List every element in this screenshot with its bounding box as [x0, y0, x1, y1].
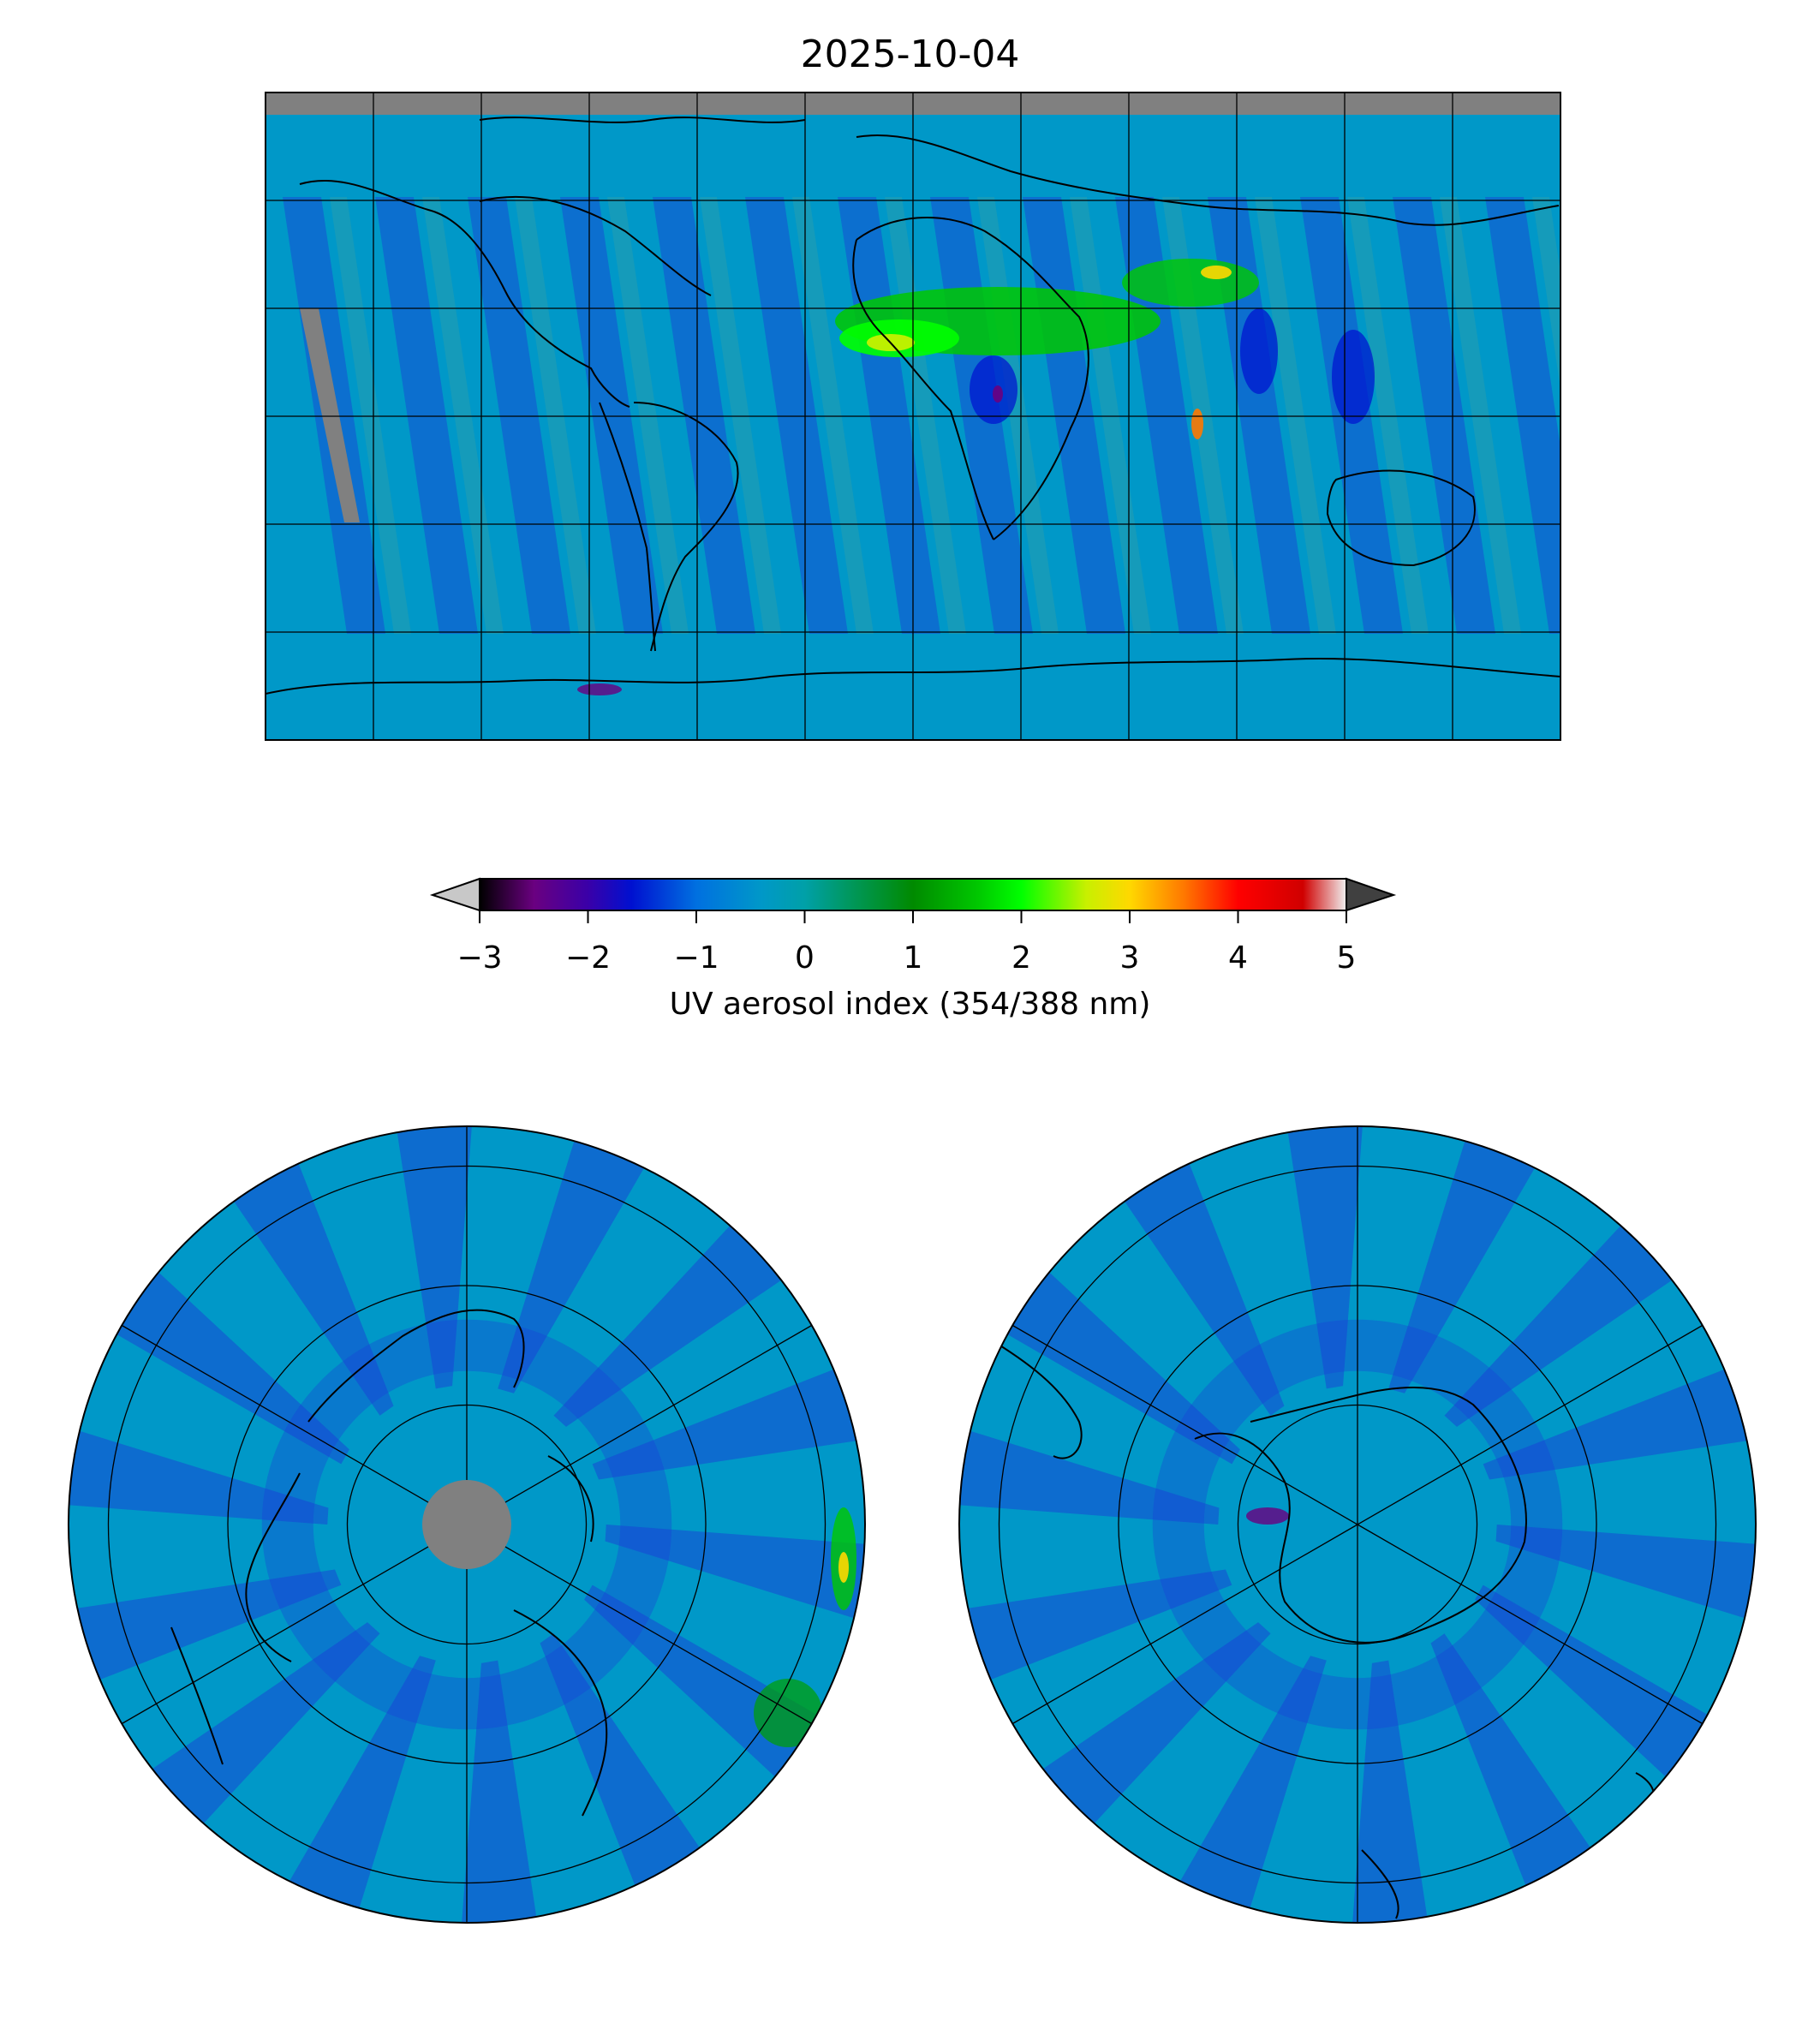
colorbar-tick-label: 0 — [795, 940, 815, 976]
africa-coast — [856, 217, 1089, 540]
colorbar-tick-label: 4 — [1228, 940, 1248, 976]
colorbar-over-arrow — [1346, 877, 1397, 912]
np-scandinavia-coast — [547, 1455, 594, 1543]
orbit-swath — [1578, 197, 1680, 634]
colorbar-ticks — [479, 910, 1347, 923]
colorbar-under-arrow — [429, 877, 480, 912]
australia-coast — [1326, 469, 1476, 567]
polar-orbit-swath — [460, 1660, 540, 1923]
figure-title: 2025-10-04 — [800, 33, 1020, 76]
polar-orbit-swath — [553, 1210, 798, 1427]
south-polar-map — [959, 1126, 1756, 1923]
south-america-west-coast — [599, 402, 656, 652]
global-map-coastlines — [266, 116, 1560, 695]
south-polar-frame — [958, 1125, 1757, 1924]
sp-antarctica-coast — [1194, 1387, 1527, 1644]
polar-orbit-swath — [1475, 1584, 1725, 1791]
north-polar-nodata-cap — [422, 1480, 511, 1569]
polar-orbit-swath — [1285, 1126, 1364, 1389]
polar-orbit-swath — [1430, 1633, 1602, 1905]
north-america-coast — [299, 180, 630, 408]
polar-orbit-swath — [1388, 1126, 1545, 1393]
south-polar-coastlines — [984, 1335, 1655, 1919]
colorbar-gradient — [480, 879, 1346, 910]
polar-orbit-swath — [1026, 1622, 1271, 1839]
colorbar-tick-label: 3 — [1119, 940, 1140, 976]
polar-meridian-gridline — [1011, 1324, 1358, 1525]
polar-orbit-swath — [135, 1622, 380, 1839]
polar-orbit-swath — [69, 1569, 342, 1687]
polar-orbit-swath — [959, 1424, 1220, 1525]
colorbar-tick-label: −3 — [456, 940, 503, 976]
antarctic-negative-spot — [577, 683, 622, 695]
africa-west-coast — [852, 239, 994, 540]
africa-negative-core — [993, 385, 1003, 403]
polar-orbit-swath — [540, 1633, 711, 1905]
north-polar-green-area — [754, 1679, 822, 1747]
polar-orbit-swath — [99, 1258, 349, 1465]
colorbar-tick-label: −2 — [564, 940, 612, 976]
global-map-frame — [265, 92, 1561, 741]
colorbar-tick-label: −1 — [673, 940, 719, 976]
asian-dust-peak — [1201, 266, 1232, 279]
smoke-hotspot — [1191, 409, 1203, 439]
orbit-swath-edge — [1532, 197, 1560, 390]
asian-dust-plume — [1122, 259, 1259, 307]
np-siberia-coast — [513, 1609, 608, 1817]
polar-meridian-gridline — [1011, 1524, 1358, 1725]
polar-orbit-swath — [1113, 1144, 1285, 1416]
orbit-swath-edge — [1625, 197, 1706, 634]
polar-meridian-gridline — [121, 1524, 468, 1725]
north-america-east-coast — [479, 195, 712, 296]
polar-orbit-swath — [223, 1144, 394, 1416]
polar-orbit-swath — [69, 1424, 329, 1525]
indochina-negative-area — [1240, 308, 1278, 394]
south-america-coast — [633, 402, 739, 652]
polar-orbit-swath — [605, 1525, 865, 1625]
polar-orbit-swath — [1170, 1656, 1327, 1923]
polar-orbit-swath — [990, 1258, 1240, 1465]
north-polar-map — [69, 1126, 865, 1923]
north-polar-dust-peak — [838, 1552, 849, 1583]
antarctica-coast — [266, 658, 1560, 695]
polar-orbit-swath — [959, 1569, 1232, 1687]
polar-orbit-swath — [279, 1656, 436, 1923]
polar-meridian-gridline — [466, 1524, 813, 1725]
global-map — [266, 92, 1706, 740]
polar-orbit-swath — [394, 1126, 474, 1389]
polar-orbit-swath — [1351, 1660, 1430, 1923]
north-polar-gridlines — [107, 1126, 826, 1923]
polar-meridian-gridline — [121, 1324, 468, 1525]
np-greenland-coast — [307, 1309, 525, 1423]
polar-orbit-swath — [1495, 1525, 1756, 1625]
polar-orbit-swath — [498, 1126, 654, 1393]
colorbar-tick-label: 1 — [903, 940, 923, 976]
sp-new-zealand-coast — [1361, 1849, 1399, 1919]
polar-orbit-swath — [1444, 1210, 1689, 1427]
colorbar-tick-label: 2 — [1011, 940, 1031, 976]
colorbar-label: UV aerosol index (354/388 nm) — [669, 987, 1151, 1022]
greenland-coast — [479, 116, 806, 123]
global-map-nodata-strip — [300, 308, 360, 522]
colorbar — [429, 877, 1397, 923]
eurasia-coast — [856, 134, 1560, 226]
global-map-gridlines — [266, 92, 1560, 740]
polar-meridian-gridline — [1357, 1524, 1704, 1725]
polar-meridian-gridline — [466, 1324, 813, 1525]
colorbar-tick-label: 5 — [1336, 940, 1357, 976]
np-alaska-coast — [170, 1626, 224, 1765]
sp-south-america-coast — [984, 1335, 1083, 1459]
polar-orbit-swath — [592, 1362, 865, 1480]
south-polar-negative-spot — [1246, 1507, 1289, 1525]
maritime-negative-area — [1332, 330, 1375, 424]
polar-orbit-swath — [1483, 1362, 1756, 1480]
polar-meridian-gridline — [1357, 1324, 1704, 1525]
north-polar-frame — [68, 1125, 866, 1924]
south-polar-gridlines — [998, 1126, 1717, 1923]
